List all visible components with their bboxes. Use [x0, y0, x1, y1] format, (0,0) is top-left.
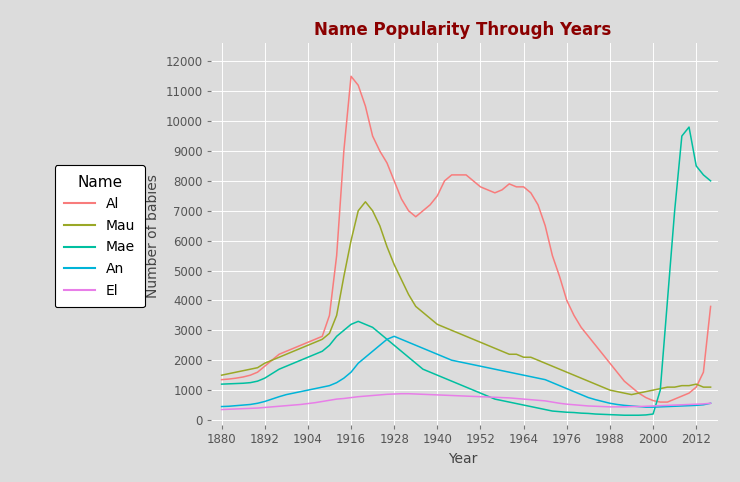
Y-axis label: Number of babies: Number of babies	[147, 174, 161, 298]
Legend: Al, Mau, Mae, An, El: Al, Mau, Mae, An, El	[55, 165, 145, 308]
Title: Name Popularity Through Years: Name Popularity Through Years	[314, 21, 611, 39]
X-axis label: Year: Year	[448, 452, 477, 466]
